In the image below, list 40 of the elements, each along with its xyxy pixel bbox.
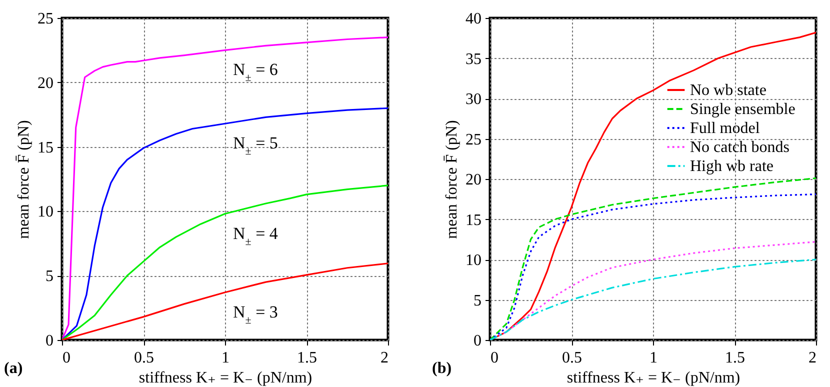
y-tick-label: 15 [466,212,482,229]
x-tick-label: 1.5 [725,350,745,366]
x-tick-label: 2 [808,350,816,366]
y-tick-label: 15 [38,139,54,156]
y-axis-title: mean force F̄ (pN) [16,120,32,239]
y-tick-label: 0 [46,332,54,350]
y-tick-label: 5 [474,292,482,310]
x-tick-label: 2 [380,350,388,366]
x-axis-title: stiffness K₊ = K₋ (pN/nm) [138,370,312,386]
y-tick-label: 10 [38,204,54,221]
y-tick-label: 0 [474,332,482,350]
legend-label: High wb rate [690,158,774,175]
series-label: N± = 5 [233,134,278,158]
series-label: N± = 3 [233,302,278,326]
y-tick-label: 35 [466,50,482,68]
legend-label: Full model [690,120,760,137]
y-tick-label: 5 [46,268,54,286]
x-tick-label: 0 [490,350,498,366]
y-tick-label: 25 [38,10,54,28]
y-tick-label: 20 [466,172,482,188]
series-label: N± = 4 [233,224,278,248]
y-tick-label: 20 [38,74,54,92]
x-tick-label: 1 [650,350,658,366]
y-tick-label: 10 [466,252,482,269]
legend-label: No wb state [690,82,766,99]
legend-label: Single ensemble [690,101,796,118]
x-tick-label: 1.5 [297,350,317,366]
series-label: N± = 6 [233,60,278,84]
x-axis-title: stiffness K₊ = K₋ (pN/nm) [566,370,740,386]
y-tick-label: 25 [466,131,482,148]
y-tick-label: 30 [466,91,482,108]
text: (a) [4,360,23,377]
legend-label: No catch bonds [690,139,790,156]
x-tick-label: 0.5 [134,350,154,366]
y-tick-label: 40 [466,10,482,28]
y-axis-title: mean force F̄ (pN) [444,120,460,239]
x-tick-label: 1 [222,350,230,366]
x-tick-label: 0 [62,350,70,366]
text: (b) [432,360,452,377]
x-tick-label: 0.5 [562,350,582,366]
